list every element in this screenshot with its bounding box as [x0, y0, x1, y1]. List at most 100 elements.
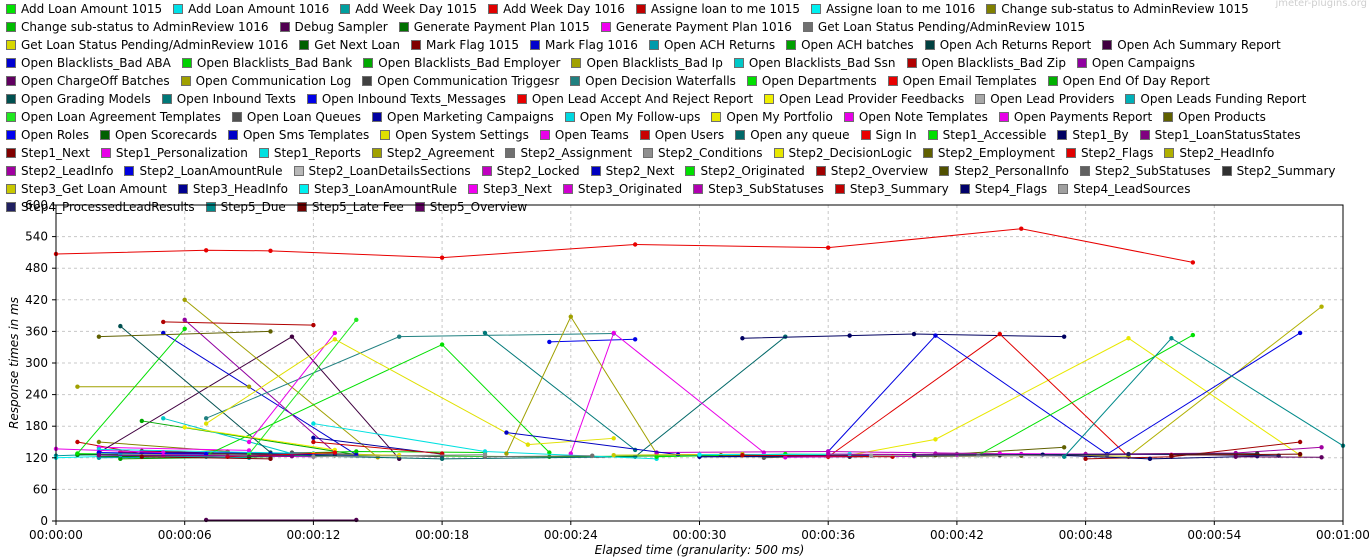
x-tick-label: 00:00:36	[801, 528, 855, 542]
legend-item: Open Products	[1163, 108, 1266, 126]
legend-item: Open End Of Day Report	[1047, 72, 1210, 90]
legend-swatch	[975, 94, 986, 104]
legend-item: Open Lead Providers	[975, 90, 1114, 108]
legend-label: Step3_HeadInfo	[192, 182, 288, 196]
series	[1061, 336, 1346, 459]
legend-item: Open any queue	[735, 126, 850, 144]
legend-item: Step4_ProcessedLeadResults	[6, 198, 195, 216]
legend-item: Step2_Conditions	[643, 144, 763, 162]
legend-swatch	[6, 94, 16, 104]
legend-label: Step2_Flags	[1080, 146, 1154, 160]
data-point	[654, 454, 659, 459]
legend-item: Open Lead Accept And Reject Report	[516, 90, 753, 108]
legend-label: Add Loan Amount 1016	[188, 2, 330, 16]
data-point	[740, 336, 745, 341]
legend-item: Step3_SubStatuses	[693, 180, 824, 198]
legend-item: Open Sms Templates	[227, 126, 370, 144]
legend-swatch	[205, 202, 216, 212]
data-point	[268, 329, 273, 334]
data-point	[311, 435, 316, 440]
legend-label: Open My Portfolio	[726, 110, 833, 124]
x-tick-label: 00:00:06	[158, 528, 212, 542]
data-point	[246, 384, 252, 389]
legend-label: Open any queue	[750, 128, 850, 142]
data-point	[397, 452, 402, 458]
legend-swatch	[529, 40, 540, 50]
legend-swatch	[488, 4, 499, 14]
legend-label: Step3_Get Loan Amount	[21, 182, 167, 196]
legend-swatch	[802, 22, 813, 32]
legend-swatch	[6, 184, 16, 194]
data-point	[161, 319, 166, 325]
legend-item: Change sub-status to AdminReview 1015	[986, 0, 1249, 18]
data-point	[96, 452, 102, 458]
legend-item: Step2_Next	[590, 162, 674, 180]
data-point	[118, 456, 123, 462]
legend-item: Step2_Overview	[815, 162, 928, 180]
legend-item: Step3_LoanAmountRule	[298, 180, 457, 198]
legend-swatch	[180, 76, 191, 86]
data-point	[504, 430, 509, 435]
legend-label: Step2_PersonalInfo	[954, 164, 1069, 178]
legend-label: Step4_Flags	[974, 182, 1048, 196]
legend-item: Open Loan Agreement Templates	[6, 108, 221, 126]
data-point	[268, 456, 273, 462]
legend-swatch	[298, 184, 309, 194]
legend-swatch	[6, 112, 16, 122]
legend-label: Open Lead Providers	[990, 92, 1115, 106]
data-point	[590, 453, 595, 458]
series	[96, 329, 273, 339]
legend-item: Step4_Flags	[959, 180, 1048, 198]
legend-item: Get Next Loan	[299, 36, 400, 54]
legend-item: Step5_Due	[205, 198, 286, 216]
series-layer	[53, 226, 1346, 523]
legend-swatch	[764, 94, 775, 104]
data-point	[1126, 451, 1131, 457]
legend-swatch	[6, 130, 16, 140]
data-point	[182, 326, 187, 331]
legend-item: Step2_Agreement	[371, 144, 495, 162]
legend-swatch	[922, 148, 933, 158]
legend-label: Open Scorecards	[114, 128, 217, 142]
legend-label: Generate Payment Plan 1016	[615, 20, 792, 34]
legend-item: Open Roles	[6, 126, 89, 144]
legend-swatch	[293, 166, 304, 176]
legend-label: Step1_Next	[21, 146, 90, 160]
legend-swatch	[173, 4, 184, 14]
legend-item: Step2_Originated	[685, 162, 805, 180]
legend-label: Step4_ProcessedLeadResults	[21, 200, 195, 214]
legend-label: Open Sms Templates	[242, 128, 370, 142]
legend-swatch	[860, 130, 871, 140]
legend-label: Step1_Reports	[273, 146, 361, 160]
data-point	[1233, 454, 1238, 459]
legend-label: Step2_Agreement	[386, 146, 495, 160]
legend-label: Get Loan Status Pending/AdminReview 1016	[21, 38, 289, 52]
x-tick-label: 00:00:48	[1059, 528, 1113, 542]
axes: 0 60 120 180 240 300 360 420 480 540 600 00:00:00 00…	[25, 198, 1369, 542]
legend-item: Step1_LoanStatusStates	[1139, 126, 1301, 144]
series	[311, 439, 445, 456]
legend-swatch	[564, 112, 575, 122]
legend-swatch	[296, 202, 307, 212]
legend-swatch	[1076, 58, 1087, 68]
legend-item: Open Blacklists_Bad ABA	[6, 54, 171, 72]
legend-item: Open ChargeOff Batches	[6, 72, 170, 90]
y-axis-label: Response times in ms	[7, 297, 21, 429]
legend-swatch	[362, 76, 373, 86]
legend-label: Open Users	[654, 128, 725, 142]
legend-swatch	[231, 112, 242, 122]
legend-swatch	[887, 76, 898, 86]
legend-item: Step1_Reports	[258, 144, 361, 162]
legend-item: Open System Settings	[380, 126, 529, 144]
legend-label: Step2_SubStatuses	[1094, 164, 1211, 178]
legend-item: Open Lead Provider Feedbacks	[764, 90, 964, 108]
legend-swatch	[177, 184, 188, 194]
legend-label: Step3_Summary	[849, 182, 949, 196]
legend-item: Open Payments Report	[998, 108, 1152, 126]
legend-swatch	[590, 166, 601, 176]
legend-item: Step5_Late Fee	[296, 198, 404, 216]
legend-item: Generate Payment Plan 1015	[398, 18, 590, 36]
data-point	[740, 452, 745, 458]
series	[311, 452, 488, 459]
series	[482, 330, 638, 453]
